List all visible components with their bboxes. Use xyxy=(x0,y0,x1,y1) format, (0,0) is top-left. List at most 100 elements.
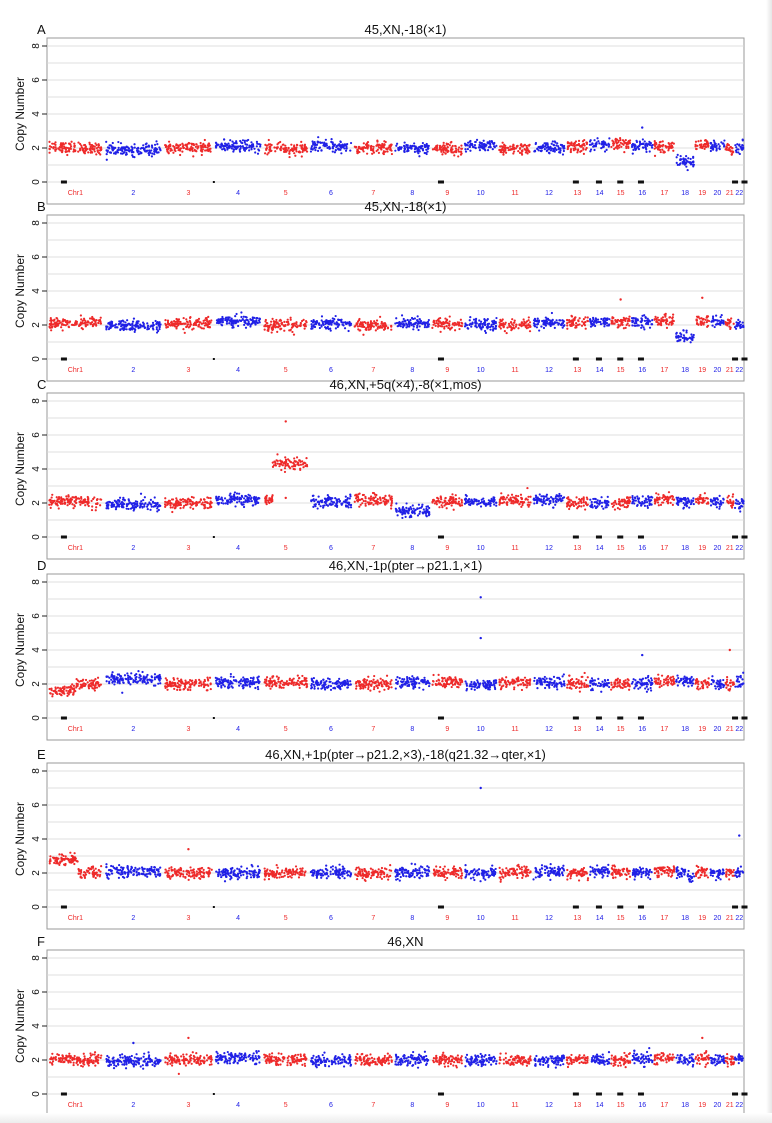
data-point xyxy=(614,138,617,141)
data-point xyxy=(370,324,374,328)
data-point xyxy=(449,141,452,144)
data-point xyxy=(426,320,430,324)
data-point xyxy=(562,149,565,153)
data-point xyxy=(353,145,356,148)
data-point xyxy=(334,149,337,152)
data-point xyxy=(654,315,657,318)
panel-label: A xyxy=(37,22,46,37)
data-point xyxy=(181,497,185,501)
data-point xyxy=(616,144,619,147)
data-point xyxy=(108,322,112,325)
data-point xyxy=(139,152,142,155)
data-point xyxy=(533,502,536,505)
data-point xyxy=(302,318,305,321)
data-point xyxy=(544,316,547,319)
data-point xyxy=(381,326,384,329)
data-point xyxy=(175,503,178,506)
data-point xyxy=(568,504,571,507)
data-point xyxy=(271,499,274,503)
data-point xyxy=(236,496,239,499)
data-point xyxy=(299,151,302,154)
data-point xyxy=(538,493,541,496)
y-tick-label: 4 xyxy=(31,111,42,117)
data-point xyxy=(310,145,314,148)
data-point xyxy=(149,151,152,154)
data-point xyxy=(584,508,587,511)
data-point xyxy=(664,315,667,318)
data-point xyxy=(599,320,602,324)
data-point xyxy=(272,464,275,467)
data-point xyxy=(439,330,442,333)
data-point xyxy=(527,323,530,326)
data-point xyxy=(164,322,167,325)
data-point xyxy=(575,321,578,325)
data-point xyxy=(636,504,639,507)
data-point xyxy=(296,144,299,147)
data-point xyxy=(362,142,365,145)
data-point xyxy=(583,324,587,327)
data-point xyxy=(454,502,458,505)
data-point xyxy=(549,319,552,322)
data-point xyxy=(329,329,332,332)
data-point xyxy=(612,504,616,507)
data-point xyxy=(158,325,161,328)
data-point xyxy=(182,500,185,503)
data-point xyxy=(478,143,481,147)
data-point xyxy=(124,153,128,156)
data-point xyxy=(421,147,424,151)
data-point xyxy=(418,510,422,513)
data-point xyxy=(344,149,348,152)
data-point xyxy=(247,499,250,502)
data-point xyxy=(64,150,67,153)
data-point xyxy=(637,148,641,151)
data-point xyxy=(284,456,287,459)
data-point xyxy=(413,512,416,515)
data-point xyxy=(613,508,617,511)
data-point xyxy=(586,498,589,501)
data-point xyxy=(305,457,308,460)
data-point xyxy=(99,504,102,507)
data-point xyxy=(418,512,421,515)
data-point xyxy=(146,505,149,508)
data-point xyxy=(343,327,347,330)
data-point xyxy=(505,496,509,499)
data-point xyxy=(442,322,445,325)
data-point xyxy=(573,141,576,144)
data-point xyxy=(557,146,560,150)
data-point xyxy=(49,506,52,509)
data-point xyxy=(577,139,581,142)
plot-frame xyxy=(46,214,745,382)
data-point xyxy=(186,148,189,151)
data-point xyxy=(376,497,379,501)
data-point xyxy=(460,147,463,150)
data-point xyxy=(529,501,532,504)
data-point xyxy=(346,501,349,504)
x-tick-label: 19 xyxy=(698,190,706,197)
data-point xyxy=(595,142,598,145)
data-point xyxy=(711,147,715,150)
data-point xyxy=(487,322,491,325)
data-point xyxy=(114,152,117,155)
data-point xyxy=(417,152,420,155)
data-point xyxy=(474,320,477,324)
gap-marker xyxy=(741,180,748,184)
data-point xyxy=(60,323,64,326)
data-point xyxy=(730,317,733,320)
data-point xyxy=(653,140,656,143)
data-point xyxy=(515,144,518,148)
data-point xyxy=(64,148,68,151)
data-point xyxy=(625,506,628,509)
data-point xyxy=(556,321,559,324)
data-point xyxy=(735,146,738,149)
data-point xyxy=(193,148,196,151)
gap-marker xyxy=(60,180,67,184)
data-point xyxy=(312,498,315,501)
data-point xyxy=(722,322,725,325)
data-point xyxy=(220,142,223,145)
data-point xyxy=(383,496,386,499)
data-point xyxy=(369,147,373,150)
y-tick-label: 8 xyxy=(31,43,42,49)
data-point xyxy=(142,325,145,328)
data-point xyxy=(538,329,541,332)
x-tick-label: 7 xyxy=(371,367,375,374)
